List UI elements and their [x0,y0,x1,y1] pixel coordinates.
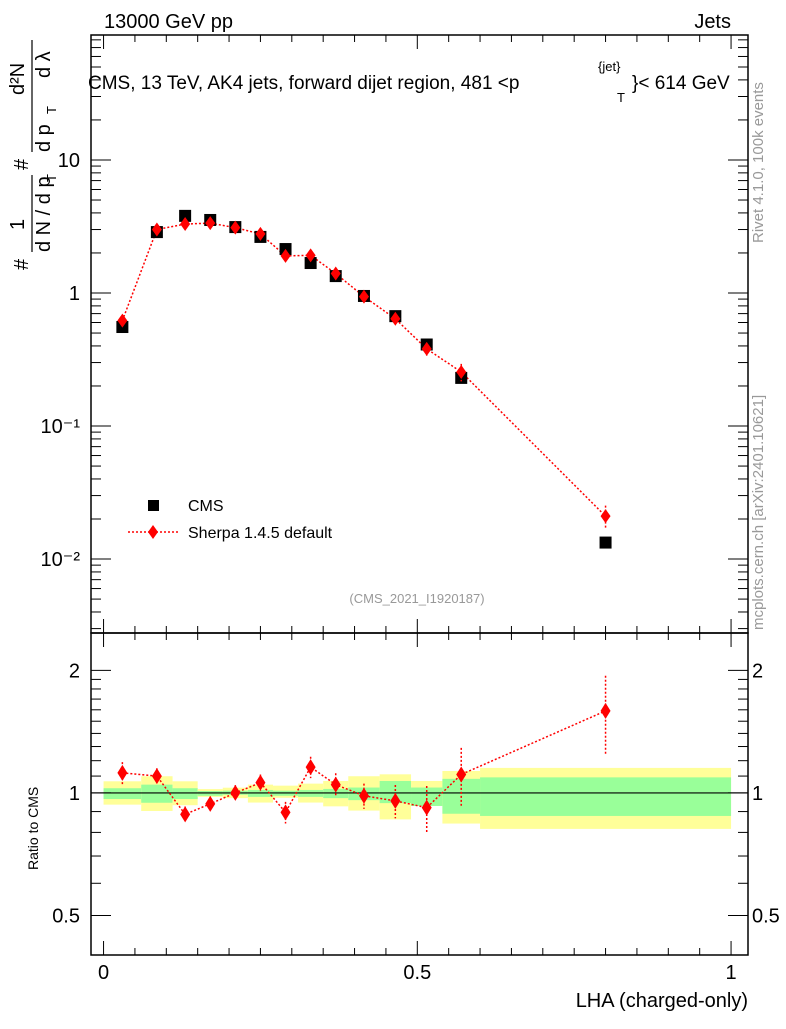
x-axis-label: LHA (charged-only) [576,990,748,1012]
ratio-y-tick-label-right: 0.5 [752,906,780,928]
ratio-bands [91,767,748,829]
ratio-point [456,766,467,783]
ratio-band-inner [103,788,142,800]
y-tick-label: 10⁻¹ [41,416,81,438]
title-sup: {jet} [598,59,621,74]
sherpa-point [255,226,266,241]
ylabel-num1: 1 [7,219,29,230]
ratio-sherpa-line [122,710,606,816]
sherpa-point [180,217,191,232]
ylabel-hash: # [11,258,33,270]
ratio-point [230,784,241,801]
main-title: CMS, 13 TeV, AK4 jets, forward dijet reg… [88,59,730,105]
ratio-point [117,764,128,781]
title-sub: T [617,90,625,105]
ratio-plot-frame [90,632,749,956]
sherpa-point [358,289,369,304]
ratio-point [151,768,162,785]
y-tick-label: 10⁻² [41,549,81,571]
sherpa-point [280,248,291,263]
y-tick-label: 10 [58,150,80,172]
ylabel-den2: d p [33,124,55,152]
ratio-band-inner [480,777,732,816]
header-left: 13000 GeV pp [104,11,233,33]
ratio-point [390,792,401,809]
ratio-y-tick-label-right: 1 [752,783,763,805]
analysis-watermark: (CMS_2021_I1920187) [349,591,484,606]
legend-sherpa-label: Sherpa 1.4.5 default [188,525,333,542]
cms-data-point [304,257,317,270]
ratio-point [180,806,191,823]
sherpa-point [230,220,241,235]
ylabel-hash2: # [11,158,33,170]
ratio-point [255,774,266,791]
legend-cms-label: CMS [188,498,224,515]
legend: CMS Sherpa 1.4.5 default [128,498,333,542]
sherpa-point [205,216,216,231]
ratio-y-tick-label-left: 2 [69,660,80,682]
ratio-band-inner [172,788,198,800]
ylabel-den2-tail: d λ [33,51,55,78]
main-y-axis-label: # 1 d N / d p T # d²N d p T d λ [7,40,59,270]
title-main: CMS, 13 TeV, AK4 jets, forward dijet reg… [88,73,519,94]
header-right: Jets [694,11,731,33]
ratio-band-inner [141,784,173,803]
ratio-y-tick-label-left: 0.5 [52,906,80,928]
x-tick-label: 0 [98,962,109,984]
sherpa-point [151,222,162,237]
title-tail: }< 614 GeV [632,73,730,94]
x-tick-label: 1 [725,962,736,984]
y-tick-label: 1 [69,283,80,305]
ratio-point [280,804,291,821]
cms-data-point [179,209,192,222]
sherpa-point [421,341,432,356]
legend-sherpa-marker [148,525,158,539]
sherpa-point [600,509,611,524]
sherpa-point [456,364,467,379]
cms-data-point [599,536,612,549]
sherpa-point [390,311,401,326]
chart-marks [116,209,612,833]
axis-ticks: 0 0.5 1 10 1 10⁻¹ 10⁻² 2 2 1 1 0.5 0.5 [41,35,780,984]
ratio-point [330,776,341,793]
ylabel-den2-sub: T [44,106,59,114]
ratio-band-inner [379,780,412,804]
svg-text:CMS, 13 TeV, AK4 jets, forward: CMS, 13 TeV, AK4 jets, forward dijet reg… [88,73,519,94]
ratio-point [600,702,611,719]
x-tick-label: 0.5 [403,962,431,984]
ylabel-den1-sub: T [44,174,59,182]
ratio-y-tick-label-right: 2 [752,660,763,682]
mcplots-label: mcplots.cern.ch [arXiv:2401.10621] [750,395,767,630]
sherpa-point [305,248,316,263]
ylabel-num2: d²N [7,63,29,95]
ratio-point [358,787,369,804]
main-plot-frame [90,34,749,634]
legend-cms-marker [148,500,159,511]
ratio-band-inner [411,787,443,806]
rivet-version-label: Rivet 4.1.0, 100k events [750,82,767,243]
ratio-point [205,795,216,812]
ratio-point [421,799,432,816]
ylabel-den1: d N / d p [33,176,55,252]
ratio-y-axis-label: Ratio to CMS [25,787,41,870]
sherpa-point [117,313,128,328]
sherpa-point [330,266,341,281]
sherpa-line [121,222,607,517]
ratio-y-tick-label-left: 1 [69,783,80,805]
ratio-point [305,759,316,776]
